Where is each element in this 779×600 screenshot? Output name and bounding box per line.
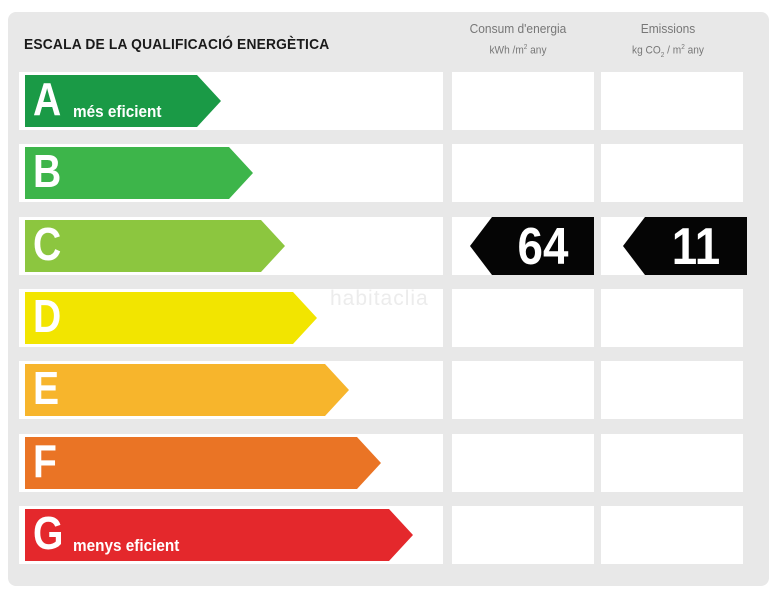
emissions-cell-g: [601, 506, 743, 564]
consum-cell-a: [452, 72, 594, 130]
consum-cell-e: [452, 361, 594, 419]
class-row-c: C: [19, 217, 443, 275]
watermark: habitaclia: [330, 287, 429, 310]
class-arrow-e: [25, 364, 349, 416]
emissions-value: 11: [671, 218, 721, 276]
class-arrow-d: [25, 292, 317, 344]
consum-cell-b: [452, 144, 594, 202]
energy-scale-title: ESCALA DE LA QUALIFICACIÓ ENERGÈTICA: [24, 36, 330, 53]
consum-value: 64: [517, 218, 569, 276]
class-letter: F: [33, 435, 57, 487]
consum-unit: kWh /m2 any: [489, 44, 547, 57]
consum-cell-f: [452, 434, 594, 492]
class-letter: D: [33, 290, 62, 342]
consum-label: Consum d'energia: [469, 21, 567, 36]
consum-rating-badge: [470, 217, 594, 275]
emissions-column-header: Emissions kg CO2 / m2 any: [604, 21, 733, 63]
emissions-rating-badge: [623, 217, 747, 275]
class-row-b: B: [19, 144, 443, 202]
emissions-label: Emissions: [640, 21, 696, 36]
class-arrow-a: [25, 75, 221, 127]
class-letter: A: [33, 73, 62, 125]
class-arrow-f: [25, 437, 381, 489]
consum-cell-c: 64: [452, 217, 594, 276]
emissions-cell-b: [601, 144, 743, 202]
emissions-unit: kg CO2 / m2 any: [632, 44, 704, 59]
class-letter: E: [33, 362, 60, 414]
class-row-e: E: [19, 361, 443, 419]
class-row-f: F: [19, 434, 443, 492]
class-letter: C: [33, 218, 62, 270]
class-note: menys eficient: [73, 536, 180, 555]
class-row-d: D: [19, 289, 443, 347]
class-arrow-b: [25, 147, 253, 199]
consum-cell-g: [452, 506, 594, 564]
class-letter: B: [33, 145, 62, 197]
emissions-cell-f: [601, 434, 743, 492]
emissions-cell-d: [601, 289, 743, 347]
emissions-cell-c: 11: [601, 217, 747, 276]
consum-column-header: Consum d'energia kWh /m2 any: [454, 21, 583, 58]
class-arrow-c: [25, 220, 285, 272]
class-arrow-g: [25, 509, 413, 561]
emissions-cell-e: [601, 361, 743, 419]
class-letter: G: [33, 507, 64, 559]
emissions-cell-a: [601, 72, 743, 130]
class-note: més eficient: [73, 102, 162, 121]
consum-cell-d: [452, 289, 594, 347]
